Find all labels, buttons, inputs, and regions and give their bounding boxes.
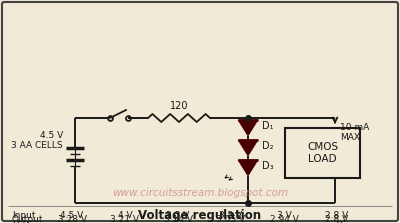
Text: D₃: D₃ <box>262 161 274 171</box>
Text: LED: LED <box>12 221 30 223</box>
Text: Voltage regulation: Voltage regulation <box>138 209 262 222</box>
Text: Output: Output <box>12 215 44 223</box>
Text: 3.05 V: 3.05 V <box>216 215 246 223</box>
Bar <box>285 128 360 178</box>
Polygon shape <box>238 160 258 176</box>
Text: 2.8 V: 2.8 V <box>325 215 349 223</box>
Text: on: on <box>172 221 184 223</box>
Text: 2.8 V: 2.8 V <box>325 211 349 219</box>
Text: 3.5 V: 3.5 V <box>166 211 190 219</box>
Text: off: off <box>331 221 343 223</box>
Text: 3.14 V: 3.14 V <box>164 215 192 223</box>
Text: on: on <box>66 221 78 223</box>
Text: 3 V: 3 V <box>277 211 291 219</box>
Text: CMOS
LOAD: CMOS LOAD <box>307 142 338 164</box>
Text: 3.21 V: 3.21 V <box>110 215 140 223</box>
Text: on: on <box>225 221 237 223</box>
Text: 3.2 V: 3.2 V <box>219 211 243 219</box>
Polygon shape <box>238 120 258 136</box>
Polygon shape <box>238 140 258 156</box>
Text: 120: 120 <box>170 101 188 111</box>
Text: 4.5 V: 4.5 V <box>60 211 84 219</box>
Text: 2.94 V: 2.94 V <box>270 215 298 223</box>
Text: 10 mA
MAX: 10 mA MAX <box>340 123 369 142</box>
Text: 4.5 V: 4.5 V <box>40 132 63 140</box>
Text: Input: Input <box>12 211 36 219</box>
Text: on: on <box>278 221 290 223</box>
Text: 4 V: 4 V <box>118 211 132 219</box>
FancyBboxPatch shape <box>2 2 398 221</box>
Text: 3.28 V: 3.28 V <box>58 215 86 223</box>
Text: D₂: D₂ <box>262 141 274 151</box>
Text: on: on <box>119 221 131 223</box>
Text: www.circuitsstream.blogspot.com: www.circuitsstream.blogspot.com <box>112 188 288 198</box>
Text: 3 AA CELLS: 3 AA CELLS <box>11 140 63 149</box>
Text: D₁: D₁ <box>262 121 274 131</box>
